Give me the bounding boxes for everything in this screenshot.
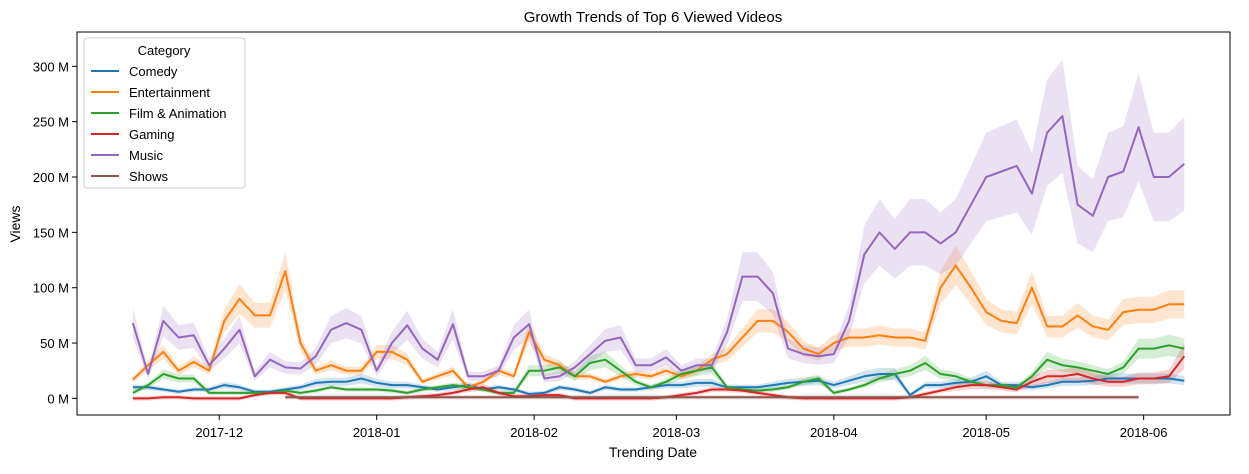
series-lines [131,115,1186,400]
x-axis-label: Trending Date [609,444,697,460]
legend-label: Entertainment [129,85,210,100]
y-tick-label: 0 M [47,391,69,406]
x-tick-label: 2018-02 [510,425,558,440]
legend-title: Category [138,43,191,58]
y-tick-label: 50 M [40,336,69,351]
confidence-band-comedy [132,368,1185,398]
y-tick-label: 200 M [33,170,69,185]
x-tick-label: 2017-12 [195,425,243,440]
legend-label: Music [129,148,163,163]
legend: Category Comedy Entertainment Film & Anima… [83,37,246,189]
chart-title: Growth Trends of Top 6 Viewed Videos [524,9,783,26]
legend-label: Shows [129,169,169,184]
x-tick-label: 2018-04 [810,425,858,440]
series-line-film-animation [132,344,1185,394]
legend-label: Gaming [129,127,175,142]
plot-frame [76,31,1231,416]
y-tick-label: 100 M [33,281,69,296]
x-tick-label: 2018-03 [652,425,700,440]
confidence-bands [132,59,1185,401]
confidence-band-music [132,59,1185,383]
x-axis: 2017-12 2018-01 2018-02 2018-03 2018-04 2018-… [195,415,1168,440]
series-line-entertainment [132,264,1185,389]
legend-label: Film & Animation [129,106,227,121]
confidence-band-film-animation [132,334,1185,396]
y-tick-label: 300 M [33,59,69,74]
x-tick-label: 2018-01 [353,425,401,440]
y-tick-label: 150 M [33,225,69,240]
series-line-music [131,115,1185,380]
legend-label: Comedy [129,64,178,79]
legend-box [83,37,246,189]
series-line-comedy [132,373,1185,397]
y-axis: 0 M 50 M 100 M 150 M 200 M 250 M 300 M [33,59,77,406]
y-axis-label: Views [7,205,23,242]
x-tick-label: 2018-06 [1120,425,1168,440]
y-tick-label: 250 M [33,115,69,130]
x-tick-label: 2018-05 [962,425,1010,440]
